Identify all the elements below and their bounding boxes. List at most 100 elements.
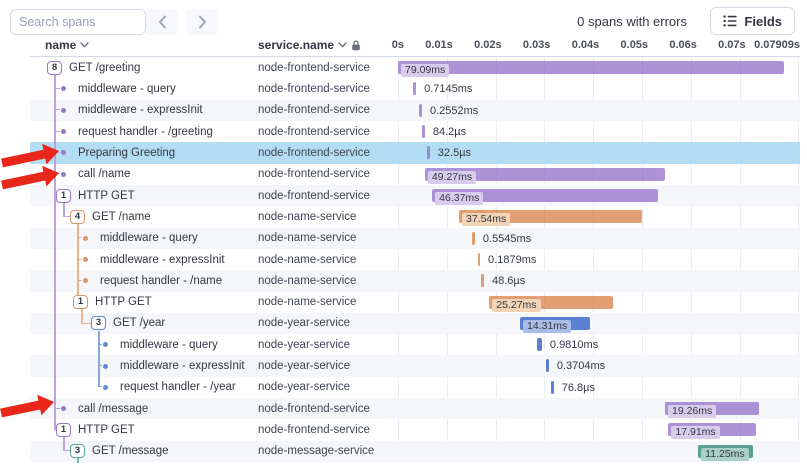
tree-connector — [81, 309, 83, 323]
span-name: middleware - expressInit — [100, 254, 225, 266]
span-duration-bar[interactable] — [413, 82, 416, 95]
span-row[interactable]: 1HTTP GETnode-frontend-service17.91ms — [30, 419, 800, 440]
span-name: GET /name — [92, 211, 151, 223]
span-row[interactable]: 1HTTP GETnode-name-service25.27ms — [30, 292, 800, 313]
span-dot-icon — [103, 342, 108, 347]
tree-connector — [54, 88, 60, 89]
span-duration-bar[interactable]: 11.25ms — [698, 445, 753, 458]
span-name: request handler - /greeting — [78, 126, 213, 138]
span-service-name: node-frontend-service — [258, 57, 370, 78]
span-duration-label: 25.27ms — [492, 299, 540, 312]
span-dot-icon — [61, 108, 66, 113]
span-row[interactable]: 3GET /yearnode-year-service14.31ms — [30, 313, 800, 334]
grid-header: name service.name 0s0.01s0.02s0.03s0.04s… — [30, 36, 800, 57]
prev-span-button[interactable] — [146, 9, 178, 35]
span-duration-bar[interactable]: 37.54ms — [459, 210, 642, 223]
span-row[interactable]: request handler - /namenode-name-service… — [30, 270, 800, 291]
span-duration-label: 19.26ms — [668, 405, 716, 418]
span-name: middleware - query — [100, 232, 198, 244]
toolbar: 0 spans with errors Fields — [0, 0, 807, 36]
tree-connector — [77, 458, 79, 463]
span-duration-bar[interactable] — [419, 104, 422, 117]
span-row[interactable]: 8 GET /greeting node-frontend-service 79.09… — [30, 57, 800, 78]
span-row[interactable]: middleware - expressInitnode-year-servic… — [30, 355, 800, 376]
span-duration-bar[interactable]: 25.27ms — [489, 296, 612, 309]
span-name-cell: 1HTTP GET — [30, 185, 135, 206]
tree-connector — [63, 216, 70, 217]
span-name: GET /year — [113, 317, 165, 329]
span-name-cell: call /name — [30, 164, 130, 185]
span-row[interactable]: 4GET /namenode-name-service37.54ms — [30, 206, 800, 227]
span-duration-bar[interactable] — [546, 359, 549, 372]
span-dot-icon — [61, 129, 66, 134]
tree-connector — [98, 344, 102, 345]
span-name: HTTP GET — [95, 296, 152, 308]
span-row[interactable]: middleware - querynode-year-service0.981… — [30, 334, 800, 355]
span-row[interactable]: middleware - expressInitnode-name-servic… — [30, 249, 800, 270]
span-service-name: node-frontend-service — [258, 121, 370, 142]
chevron-right-icon — [198, 15, 207, 29]
fields-button[interactable]: Fields — [710, 7, 795, 35]
span-row[interactable]: middleware - query node-name-service 0.554… — [30, 228, 800, 249]
span-duration-bar[interactable] — [478, 253, 481, 266]
span-name-cell: 3 GET /message — [30, 441, 169, 462]
child-count-badge: 3 — [70, 444, 85, 458]
span-row[interactable]: call /messagenode-frontend-service19.26m… — [30, 398, 800, 419]
span-duration-label: 0.5545ms — [483, 233, 531, 245]
tree-connector — [54, 408, 60, 409]
span-duration-label: 17.91ms — [671, 426, 719, 439]
span-duration-bar[interactable]: 49.27ms — [425, 168, 665, 181]
span-name-cell: middleware - expressInit — [30, 249, 225, 270]
span-service-name: node-name-service — [258, 228, 356, 249]
span-row[interactable]: middleware - querynode-frontend-service0… — [30, 78, 800, 99]
span-duration-bar[interactable] — [427, 146, 430, 159]
span-service-name: node-year-service — [258, 313, 350, 334]
span-name: request handler - /year — [120, 381, 236, 393]
span-row[interactable]: 1HTTP GETnode-frontend-service46.37ms — [30, 185, 800, 206]
child-count-badge: 1 — [56, 423, 71, 437]
span-name-cell: request handler - /name — [30, 270, 222, 291]
span-name: HTTP GET — [78, 424, 135, 436]
span-duration-label: 0.3704ms — [557, 360, 605, 372]
span-name: Preparing Greeting — [78, 147, 175, 159]
span-rows: 8 GET /greeting node-frontend-service 79.09… — [30, 57, 800, 463]
tree-connector — [98, 365, 102, 366]
span-row[interactable]: request handler - /yearnode-year-service… — [30, 377, 800, 398]
tree-connector — [77, 259, 82, 260]
span-service-name: node-year-service — [258, 355, 350, 376]
span-duration-bar[interactable]: 79.09ms — [398, 61, 784, 74]
chevron-left-icon — [158, 15, 167, 29]
span-name: GET /message — [92, 445, 169, 457]
tree-connector — [54, 75, 56, 430]
search-input[interactable] — [10, 9, 146, 35]
span-row[interactable]: request handler - /greeting node-frontend… — [30, 121, 800, 142]
span-name: GET /greeting — [69, 62, 140, 74]
child-count-badge: 1 — [56, 189, 71, 203]
span-service-name: node-frontend-service — [258, 78, 370, 99]
span-duration-bar[interactable]: 17.91ms — [668, 423, 755, 436]
child-count-badge: 8 — [47, 61, 62, 75]
column-header-name[interactable]: name — [45, 38, 89, 52]
span-duration-bar[interactable]: 19.26ms — [665, 402, 759, 415]
span-row[interactable]: middleware - expressInitnode-frontend-se… — [30, 100, 800, 121]
span-duration-bar[interactable] — [551, 381, 554, 394]
span-name-cell: 4GET /name — [30, 206, 151, 227]
span-duration-bar[interactable]: 14.31ms — [520, 317, 590, 330]
span-duration-bar[interactable] — [472, 232, 475, 245]
span-service-name: node-year-service — [258, 334, 350, 355]
span-dot-icon — [103, 385, 108, 390]
span-name-cell: request handler - /greeting — [30, 121, 213, 142]
next-span-button[interactable] — [186, 9, 218, 35]
span-row[interactable]: call /namenode-frontend-service49.27ms — [30, 164, 800, 185]
span-duration-bar[interactable]: 46.37ms — [432, 189, 658, 202]
tree-connector — [54, 173, 60, 174]
span-row[interactable]: 3GET /messagenode-message-service11.25ms — [30, 441, 800, 462]
span-duration-bar[interactable] — [537, 338, 542, 351]
span-duration-bar[interactable] — [422, 125, 425, 138]
span-row[interactable]: Preparing Greetingnode-frontend-service3… — [30, 142, 800, 163]
span-name-cell: 1 HTTP GET — [30, 419, 135, 440]
span-duration-bar[interactable] — [481, 274, 484, 287]
span-service-name: node-frontend-service — [258, 398, 370, 419]
trace-waterfall-view: 0 spans with errors Fields name service.… — [0, 0, 807, 469]
spans-with-errors-text: 0 spans with errors — [577, 14, 687, 29]
